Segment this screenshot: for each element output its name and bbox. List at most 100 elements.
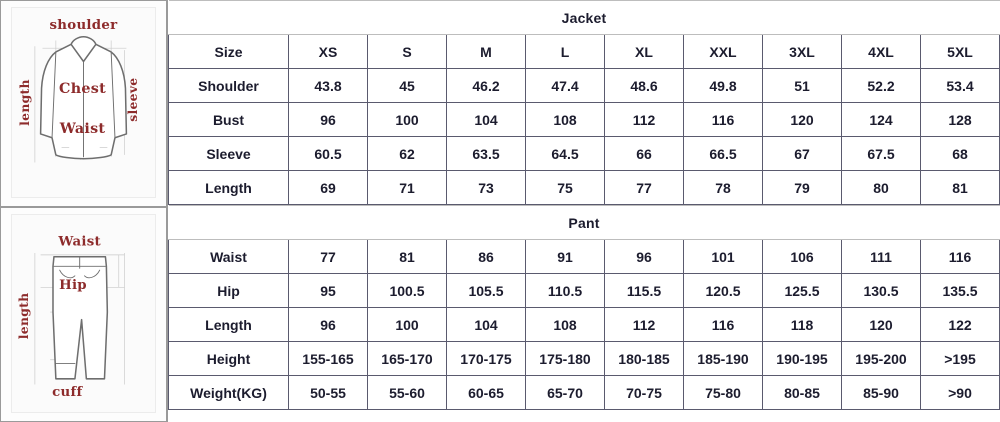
table-row: Length 96 100 104 108 112 116 118 120 12…: [168, 307, 1000, 342]
pant-waist-5xl: 116: [920, 239, 1000, 274]
pant-row-label-weight: Weight(KG): [168, 375, 289, 410]
jacket-sleeve-m: 63.5: [446, 136, 526, 171]
jacket-illustration-inner: shoulder length sleeve Chest Waist: [11, 7, 156, 198]
pant-height-s: 165-170: [367, 341, 447, 376]
pant-height-4xl: 195-200: [841, 341, 921, 376]
jacket-header-3xl: 3XL: [762, 34, 842, 69]
jacket-header-5xl: 5XL: [920, 34, 1000, 69]
jacket-length-xxl: 78: [683, 170, 763, 205]
jacket-bust-xl: 112: [604, 102, 684, 137]
pant-hip-xl: 115.5: [604, 273, 684, 308]
pant-waist-4xl: 111: [841, 239, 921, 274]
pant-label-length: length: [16, 293, 31, 340]
jacket-shoulder-xl: 48.6: [604, 68, 684, 103]
pant-height-xs: 155-165: [288, 341, 368, 376]
jacket-row-label-bust: Bust: [168, 102, 289, 137]
pant-hip-3xl: 125.5: [762, 273, 842, 308]
jacket-header-xs: XS: [288, 34, 368, 69]
pant-length-xl: 112: [604, 307, 684, 342]
table-row: Sleeve 60.5 62 63.5 64.5 66 66.5 67 67.5…: [168, 136, 1000, 171]
pant-height-xl: 180-185: [604, 341, 684, 376]
jacket-label-waist: Waist: [59, 121, 106, 137]
jacket-sleeve-xl: 66: [604, 136, 684, 171]
table-row: Bust 96 100 104 108 112 116 120 124 128: [168, 102, 1000, 137]
pant-weight-3xl: 80-85: [762, 375, 842, 410]
pant-length-s: 100: [367, 307, 447, 342]
pant-length-5xl: 122: [920, 307, 1000, 342]
table-row: Shoulder 43.8 45 46.2 47.4 48.6 49.8 51 …: [168, 68, 1000, 103]
jacket-length-4xl: 80: [841, 170, 921, 205]
jacket-length-s: 71: [367, 170, 447, 205]
jacket-shoulder-m: 46.2: [446, 68, 526, 103]
jacket-header-4xl: 4XL: [841, 34, 921, 69]
jacket-bust-s: 100: [367, 102, 447, 137]
pant-waist-s: 81: [367, 239, 447, 274]
pant-label-hip: Hip: [59, 277, 87, 293]
pant-table-title: Pant: [168, 205, 1000, 240]
jacket-sleeve-l: 64.5: [525, 136, 605, 171]
pant-hip-4xl: 130.5: [841, 273, 921, 308]
jacket-sleeve-s: 62: [367, 136, 447, 171]
pant-waist-xs: 77: [288, 239, 368, 274]
pant-weight-s: 55-60: [367, 375, 447, 410]
jacket-length-5xl: 81: [920, 170, 1000, 205]
jacket-length-3xl: 79: [762, 170, 842, 205]
pant-hip-xs: 95: [288, 273, 368, 308]
jacket-bust-m: 104: [446, 102, 526, 137]
table-row: Height 155-165 165-170 170-175 175-180 1…: [168, 341, 1000, 376]
jacket-bust-5xl: 128: [920, 102, 1000, 137]
pant-hip-l: 110.5: [525, 273, 605, 308]
pant-row-label-height: Height: [168, 341, 289, 376]
pant-waist-m: 86: [446, 239, 526, 274]
pant-label-cuff: cuff: [52, 384, 83, 400]
pant-waist-l: 91: [525, 239, 605, 274]
pant-weight-5xl: >90: [920, 375, 1000, 410]
pant-hip-m: 105.5: [446, 273, 526, 308]
jacket-bust-3xl: 120: [762, 102, 842, 137]
jacket-sleeve-xxl: 66.5: [683, 136, 763, 171]
jacket-label-chest: Chest: [59, 81, 106, 97]
jacket-sleeve-xs: 60.5: [288, 136, 368, 171]
jacket-label-length: length: [17, 79, 32, 126]
pant-height-l: 175-180: [525, 341, 605, 376]
jacket-shoulder-4xl: 52.2: [841, 68, 921, 103]
jacket-sleeve-3xl: 67: [762, 136, 842, 171]
jacket-illustration-panel: shoulder length sleeve Chest Waist: [0, 0, 167, 207]
pant-weight-xl: 70-75: [604, 375, 684, 410]
jacket-header-xl: XL: [604, 34, 684, 69]
jacket-header-xxl: XXL: [683, 34, 763, 69]
pant-waist-xl: 96: [604, 239, 684, 274]
jacket-measurement-diagram: shoulder length sleeve Chest Waist: [17, 17, 140, 163]
pant-height-m: 170-175: [446, 341, 526, 376]
pant-height-3xl: 190-195: [762, 341, 842, 376]
pant-hip-5xl: 135.5: [920, 273, 1000, 308]
jacket-title-row: Jacket: [168, 0, 1000, 35]
pant-length-l: 108: [525, 307, 605, 342]
pant-hip-s: 100.5: [367, 273, 447, 308]
jacket-row-label-shoulder: Shoulder: [168, 68, 289, 103]
pant-height-xxl: 185-190: [683, 341, 763, 376]
pant-hip-xxl: 120.5: [683, 273, 763, 308]
jacket-shoulder-l: 47.4: [525, 68, 605, 103]
jacket-shoulder-5xl: 53.4: [920, 68, 1000, 103]
pant-size-table: Pant Waist 77 81 86 91 96 101 106 111 11…: [168, 205, 1000, 410]
pant-row-label-hip: Hip: [168, 273, 289, 308]
pant-waist-xxl: 101: [683, 239, 763, 274]
jacket-header-l: L: [525, 34, 605, 69]
jacket-label-shoulder: shoulder: [50, 17, 119, 33]
pant-length-4xl: 120: [841, 307, 921, 342]
table-row: Waist 77 81 86 91 96 101 106 111 116: [168, 239, 1000, 274]
tables-area: Jacket Size XS S M L XL XXL 3XL 4XL 5XL …: [167, 0, 1000, 422]
pant-weight-xs: 50-55: [288, 375, 368, 410]
pant-length-xxl: 116: [683, 307, 763, 342]
pant-length-m: 104: [446, 307, 526, 342]
jacket-sleeve-4xl: 67.5: [841, 136, 921, 171]
table-row: Weight(KG) 50-55 55-60 60-65 65-70 70-75…: [168, 375, 1000, 410]
jacket-length-xs: 69: [288, 170, 368, 205]
pant-illustration-inner: Waist length Hip cuff: [11, 214, 156, 413]
pant-illustration-panel: Waist length Hip cuff: [0, 207, 167, 422]
jacket-length-l: 75: [525, 170, 605, 205]
jacket-length-m: 73: [446, 170, 526, 205]
jacket-length-xl: 77: [604, 170, 684, 205]
jacket-label-sleeve: sleeve: [125, 78, 140, 122]
